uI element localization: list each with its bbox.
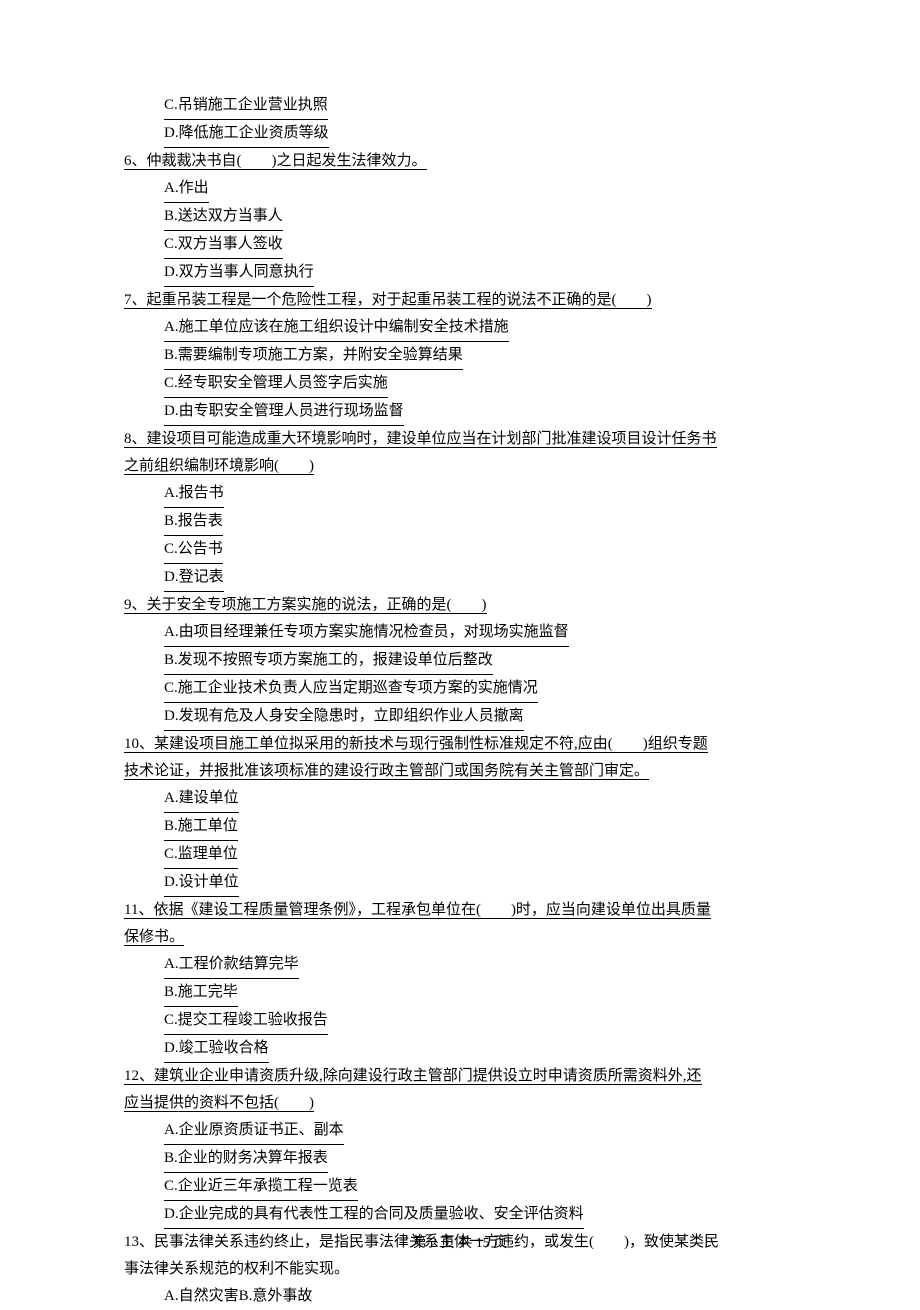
q7-option-c: C.经专职安全管理人员签字后实施 <box>124 370 796 398</box>
question-8-line2: 之前组织编制环境影响( ) <box>124 453 796 480</box>
q10-option-a: A.建设单位 <box>124 785 796 813</box>
q10-option-d: D.设计单位 <box>124 869 796 897</box>
q9-option-d: D.发现有危及人身安全隐患时，立即组织作业人员撤离 <box>124 703 796 731</box>
q7-option-b: B.需要编制专项施工方案，并附安全验算结果 <box>124 342 796 370</box>
page-number: 第 2 页 共 15 页 <box>413 1236 508 1251</box>
page-content: C.吊销施工企业营业执照 D.降低施工企业资质等级 6、仲裁裁决书自( )之日起… <box>0 0 920 1310</box>
q11-option-a: A.工程价款结算完毕 <box>124 951 796 979</box>
q11-option-d: D.竣工验收合格 <box>124 1035 796 1063</box>
q7-option-d: D.由专职安全管理人员进行现场监督 <box>124 398 796 426</box>
q12-option-a: A.企业原资质证书正、副本 <box>124 1117 796 1145</box>
question-13-line2: 事法律关系规范的权利不能实现。 <box>124 1256 796 1283</box>
question-12-line2: 应当提供的资料不包括( ) <box>124 1090 796 1117</box>
q8-option-a: A.报告书 <box>124 480 796 508</box>
q12-option-d: D.企业完成的具有代表性工程的合同及质量验收、安全评估资料 <box>124 1201 796 1229</box>
option-d-pre: D.降低施工企业资质等级 <box>124 120 796 148</box>
question-6: 6、仲裁裁决书自( )之日起发生法律效力。 <box>124 148 796 175</box>
q6-option-a: A.作出 <box>124 175 796 203</box>
q6-option-c: C.双方当事人签收 <box>124 231 796 259</box>
q10-option-c: C.监理单位 <box>124 841 796 869</box>
q8-option-c: C.公告书 <box>124 536 796 564</box>
q9-option-c: C.施工企业技术负责人应当定期巡查专项方案的实施情况 <box>124 675 796 703</box>
question-7: 7、起重吊装工程是一个危险性工程，对于起重吊装工程的说法不正确的是( ) <box>124 287 796 314</box>
q9-option-a: A.由项目经理兼任专项方案实施情况检查员，对现场实施监督 <box>124 619 796 647</box>
q7-option-a: A.施工单位应该在施工组织设计中编制安全技术措施 <box>124 314 796 342</box>
q12-option-c: C.企业近三年承揽工程一览表 <box>124 1173 796 1201</box>
question-10-line1: 10、某建设项目施工单位拟采用的新技术与现行强制性标准规定不符,应由( )组织专… <box>124 731 796 758</box>
q10-option-b: B.施工单位 <box>124 813 796 841</box>
page-footer: 第 2 页 共 15 页 <box>0 1232 920 1252</box>
question-11-line2: 保修书。 <box>124 924 796 951</box>
q11-option-c: C.提交工程竣工验收报告 <box>124 1007 796 1035</box>
q12-option-b: B.企业的财务决算年报表 <box>124 1145 796 1173</box>
q8-option-b: B.报告表 <box>124 508 796 536</box>
q11-option-b: B.施工完毕 <box>124 979 796 1007</box>
q8-option-d: D.登记表 <box>124 564 796 592</box>
q6-option-d: D.双方当事人同意执行 <box>124 259 796 287</box>
q13-options: A.自然灾害B.意外事故 <box>124 1283 796 1310</box>
question-10-line2: 技术论证，并报批准该项标准的建设行政主管部门或国务院有关主管部门审定。 <box>124 758 796 785</box>
q9-option-b: B.发现不按照专项方案施工的，报建设单位后整改 <box>124 647 796 675</box>
question-8-line1: 8、建设项目可能造成重大环境影响时，建设单位应当在计划部门批准建设项目设计任务书 <box>124 426 796 453</box>
question-11-line1: 11、依据《建设工程质量管理条例》，工程承包单位在( )时，应当向建设单位出具质… <box>124 897 796 924</box>
question-9: 9、关于安全专项施工方案实施的说法，正确的是( ) <box>124 592 796 619</box>
q6-option-b: B.送达双方当事人 <box>124 203 796 231</box>
question-12-line1: 12、建筑业企业申请资质升级,除向建设行政主管部门提供设立时申请资质所需资料外,… <box>124 1063 796 1090</box>
option-c-pre: C.吊销施工企业营业执照 <box>124 92 796 120</box>
